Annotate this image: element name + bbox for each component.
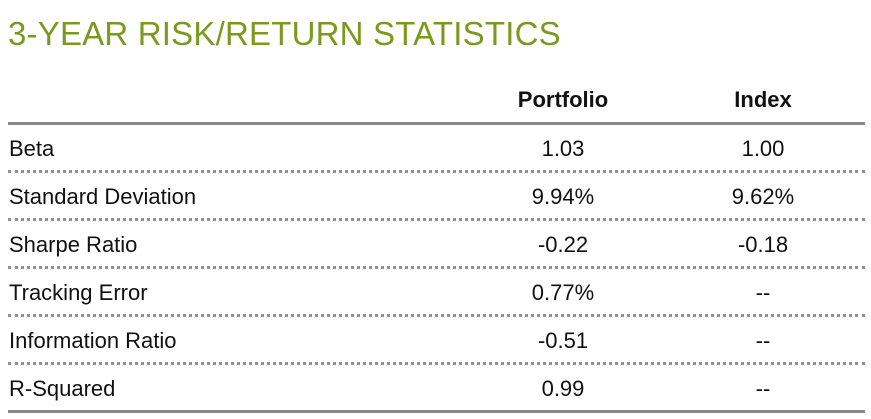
row-label: Tracking Error bbox=[9, 280, 148, 305]
row-label: Standard Deviation bbox=[9, 184, 197, 209]
table-row: Standard Deviation 9.94% 9.62% bbox=[8, 173, 865, 221]
portfolio-value: 0.77% bbox=[531, 280, 595, 305]
portfolio-value: 9.94% bbox=[531, 184, 595, 209]
portfolio-value: -0.51 bbox=[537, 328, 589, 353]
row-label: Information Ratio bbox=[9, 328, 177, 353]
portfolio-column-header: Portfolio bbox=[517, 87, 609, 112]
index-value: -- bbox=[755, 280, 771, 305]
table-row: Tracking Error 0.77% -- bbox=[8, 269, 865, 317]
table-row: Beta 1.03 1.00 bbox=[8, 125, 865, 173]
index-value: 9.62% bbox=[731, 184, 795, 209]
statistics-table: Portfolio Index Beta 1.03 1.00 Standard … bbox=[8, 80, 865, 413]
index-value: -- bbox=[755, 376, 771, 401]
page-title: 3-YEAR RISK/RETURN STATISTICS bbox=[8, 15, 561, 52]
index-value: -0.18 bbox=[737, 232, 789, 257]
portfolio-value: 1.03 bbox=[541, 136, 585, 161]
index-column-header: Index bbox=[734, 87, 792, 112]
portfolio-value: 0.99 bbox=[541, 376, 585, 401]
row-label: Beta bbox=[9, 136, 55, 161]
table-row: Information Ratio -0.51 -- bbox=[8, 317, 865, 365]
portfolio-value: -0.22 bbox=[537, 232, 589, 257]
index-value: -- bbox=[755, 328, 771, 353]
table-header-row: Portfolio Index bbox=[8, 80, 865, 125]
row-label: Sharpe Ratio bbox=[9, 232, 138, 257]
row-label: R-Squared bbox=[9, 376, 116, 401]
table-row: Sharpe Ratio -0.22 -0.18 bbox=[8, 221, 865, 269]
index-value: 1.00 bbox=[741, 136, 785, 161]
table-row: R-Squared 0.99 -- bbox=[8, 365, 865, 413]
